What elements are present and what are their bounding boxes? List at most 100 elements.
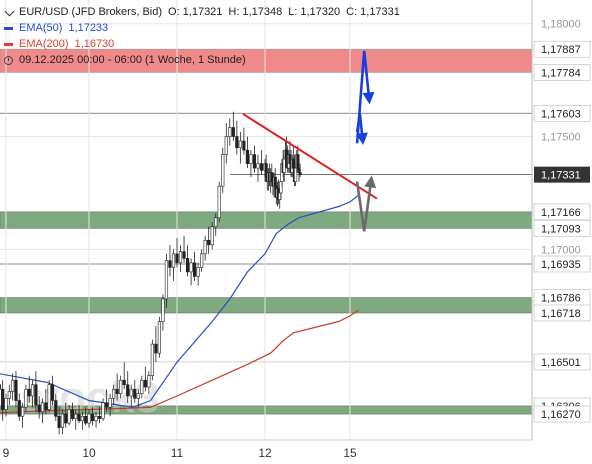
zone-label: 1,17093 <box>541 223 581 235</box>
low-label: L: <box>288 6 298 18</box>
candle-body <box>161 298 165 322</box>
candle-body <box>44 402 48 410</box>
zone-label-box <box>533 64 591 81</box>
candle-body <box>196 267 200 277</box>
candle-body <box>74 413 78 419</box>
candle-body <box>150 343 154 376</box>
ema50-line-icon <box>4 26 13 30</box>
legend-ema50-row[interactable]: EMA(50) 1,17233 <box>4 20 406 36</box>
candle-body <box>136 393 140 399</box>
candle-body <box>57 416 61 428</box>
scenario-layer <box>355 50 377 232</box>
candle-body <box>90 413 95 422</box>
candle-body <box>84 416 88 424</box>
x-tick-label: 9 <box>3 446 10 460</box>
scenario-arrowhead <box>362 91 375 105</box>
candle-body <box>221 154 225 187</box>
candle-body <box>101 402 105 419</box>
ema50-label: EMA(50) <box>19 22 63 34</box>
chart-legend: EUR/USD (JFD Brokers, Bid) O: 1,17321 H: 1… <box>4 4 406 68</box>
candle-body <box>228 127 232 137</box>
chevron-down-icon[interactable] <box>4 6 15 16</box>
open-value: 1,17321 <box>182 6 223 18</box>
instrument-name: EUR/USD (JFD Brokers, Bid) <box>19 6 163 18</box>
zone-label-box <box>533 304 591 322</box>
candle-body <box>64 413 68 424</box>
trendline-layer <box>242 113 378 200</box>
candle-body <box>178 251 183 264</box>
candle-body <box>164 260 169 300</box>
high-value: 1,17348 <box>242 6 283 18</box>
candle-body <box>235 136 239 149</box>
open-label: O: <box>168 6 180 18</box>
close-label: C: <box>346 6 358 18</box>
candle-body <box>34 384 38 406</box>
candle-body <box>245 149 250 164</box>
candle-body <box>60 413 65 428</box>
candle-body <box>189 262 193 273</box>
candle-body <box>115 388 119 395</box>
candle-body <box>27 388 31 397</box>
candle-body <box>129 388 133 397</box>
candle-body <box>47 384 51 410</box>
candle-body <box>298 172 302 175</box>
candle-body <box>126 384 130 397</box>
candle-body <box>259 163 264 171</box>
legend-timeframe-row: 09.12.2025 00:00 - 06:00 (1 Woche, 1 Stu… <box>4 52 406 68</box>
zone-label: 1,17166 <box>541 207 581 219</box>
candle-body <box>249 154 253 164</box>
candle-body <box>20 406 25 417</box>
grid-layer <box>0 0 532 440</box>
candle-body <box>171 253 176 268</box>
candle-body <box>238 140 242 149</box>
candle-body <box>252 154 257 169</box>
scenario-path <box>355 113 365 142</box>
candle-body <box>108 397 112 408</box>
candle-body <box>24 388 28 408</box>
x-tick-label: 15 <box>343 446 357 460</box>
last-price-label: 1,17331 <box>541 170 581 182</box>
scenario-arrowhead <box>355 132 368 146</box>
candle-body <box>77 413 81 422</box>
candle-body <box>157 321 162 354</box>
candle-body <box>7 391 11 399</box>
candle-body <box>193 262 197 277</box>
candles-layer <box>0 111 302 435</box>
support-zone <box>0 211 533 229</box>
candle-body <box>112 388 116 399</box>
zone-label: 1,17784 <box>541 67 581 79</box>
timeframe-text: 09.12.2025 00:00 - 06:00 (1 Woche, 1 Stu… <box>19 54 246 66</box>
scenario-path <box>355 179 373 232</box>
high-label: H: <box>228 6 240 18</box>
candle-body <box>207 240 211 246</box>
candle-body <box>214 217 218 228</box>
zone-label: 1,16718 <box>541 308 581 320</box>
legend-ohlc-row: EUR/USD (JFD Brokers, Bid) O: 1,17321 H: 1… <box>4 4 406 20</box>
zones-layer <box>0 48 533 415</box>
x-tick-label: 10 <box>82 446 96 460</box>
candle-body <box>80 416 84 422</box>
zone-label: 1,17887 <box>541 44 581 56</box>
candle-body <box>50 384 55 401</box>
candle-body <box>1 388 5 410</box>
candle-body <box>70 409 74 419</box>
candle-body <box>37 404 41 413</box>
candle-body <box>0 384 1 390</box>
candle-body <box>147 375 151 388</box>
candle-body <box>54 400 58 417</box>
candle-body <box>119 379 123 395</box>
low-value: 1,17320 <box>300 6 341 18</box>
ema200-line-icon <box>4 42 13 46</box>
time-axis: 9 10 11 12 15 <box>0 439 532 460</box>
ema200-value: 1,16730 <box>74 38 115 50</box>
candle-body <box>140 379 144 395</box>
candle-body <box>182 251 186 259</box>
ema200-label: EMA(200) <box>19 38 69 50</box>
level-label-box <box>533 353 591 371</box>
legend-ema200-row[interactable]: EMA(200) 1,16730 <box>4 36 406 52</box>
zone-label-box <box>533 405 591 423</box>
candle-body <box>224 136 228 155</box>
scenario-path <box>355 50 371 144</box>
clock-icon <box>4 55 13 65</box>
